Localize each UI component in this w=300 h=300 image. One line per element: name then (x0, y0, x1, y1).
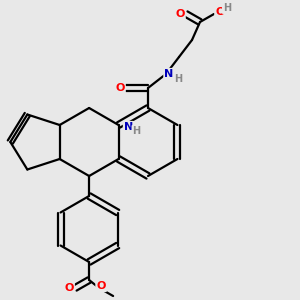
Text: O: O (215, 7, 225, 17)
Text: N: N (124, 122, 133, 132)
Text: O: O (96, 281, 106, 291)
Text: H: H (223, 3, 231, 13)
Text: H: H (133, 126, 141, 136)
Text: O: O (64, 283, 74, 293)
Text: N: N (164, 69, 174, 79)
Text: O: O (115, 83, 125, 93)
Text: O: O (175, 9, 185, 19)
Text: H: H (174, 74, 182, 84)
